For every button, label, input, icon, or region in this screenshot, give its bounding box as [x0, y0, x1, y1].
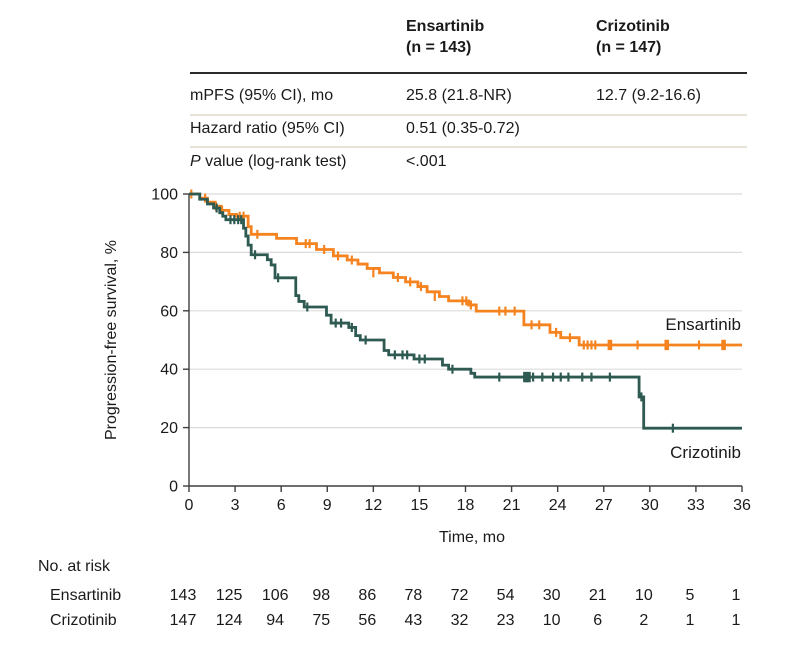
series-ensartinib-curve [189, 192, 742, 347]
risk-count-ensartinib-21: 54 [497, 587, 515, 604]
x-tick-label-15: 15 [411, 497, 429, 514]
x-tick-label-9: 9 [323, 497, 332, 514]
x-tick-label-24: 24 [549, 497, 567, 514]
stats-row-pvalue-ensartinib: <.001 [406, 153, 447, 170]
stats-col-header-crizotinib: Crizotinib (n = 147) [596, 16, 670, 58]
risk-table-title: No. at risk [38, 558, 111, 575]
risk-count-ensartinib-36: 1 [732, 587, 741, 604]
series-label-ensartinib: Ensartinib [665, 315, 741, 334]
y-tick-label-60: 60 [160, 303, 178, 320]
pvalue-italic-p: P [190, 153, 201, 170]
x-tick-label-0: 0 [185, 497, 194, 514]
stats-col-header-crizotinib-name: Crizotinib [596, 18, 670, 35]
y-tick-label-80: 80 [160, 245, 178, 262]
x-tick-label-33: 33 [687, 497, 705, 514]
stats-row-mpfs-crizotinib: 12.7 (9.2-16.6) [596, 87, 701, 104]
stats-col-header-ensartinib-n: (n = 143) [406, 39, 472, 56]
table-rule-header [190, 72, 747, 74]
risk-row-label-crizotinib: Crizotinib [50, 612, 117, 629]
risk-count-ensartinib-15: 78 [405, 587, 423, 604]
risk-count-crizotinib-27: 6 [593, 612, 602, 629]
risk-count-crizotinib-21: 23 [497, 612, 515, 629]
risk-count-crizotinib-15: 43 [405, 612, 423, 629]
x-tick-label-3: 3 [231, 497, 240, 514]
stats-row-pvalue-label: P value (log-rank test) [190, 152, 347, 172]
pvalue-label-rest: value (log-rank test) [200, 153, 347, 170]
risk-count-crizotinib-33: 1 [685, 612, 694, 629]
y-tick-label-0: 0 [169, 479, 178, 496]
risk-count-crizotinib-6: 94 [266, 612, 284, 629]
risk-count-crizotinib-36: 1 [732, 612, 741, 629]
stats-row-mpfs-ensartinib: 25.8 (21.8-NR) [406, 87, 512, 104]
risk-count-ensartinib-12: 86 [358, 587, 376, 604]
x-tick-label-30: 30 [641, 497, 659, 514]
risk-count-crizotinib-12: 56 [358, 612, 376, 629]
axis-lines [188, 194, 742, 487]
risk-count-crizotinib-9: 75 [312, 612, 330, 629]
risk-count-ensartinib-18: 72 [451, 587, 469, 604]
risk-count-ensartinib-30: 10 [635, 587, 653, 604]
risk-count-ensartinib-33: 5 [685, 587, 694, 604]
risk-count-ensartinib-3: 125 [216, 587, 243, 604]
risk-count-crizotinib-3: 124 [216, 612, 243, 629]
stats-col-header-crizotinib-n: (n = 147) [596, 39, 662, 56]
y-axis-title: Progression-free survival, % [103, 240, 120, 440]
table-rule-1 [190, 114, 747, 116]
x-tick-label-18: 18 [457, 497, 475, 514]
risk-count-ensartinib-27: 21 [589, 587, 607, 604]
series-label-crizotinib: Crizotinib [670, 443, 741, 462]
stats-row-hr-label: Hazard ratio (95% CI) [190, 120, 345, 137]
series-crizotinib-curve [189, 192, 742, 430]
stats-col-header-ensartinib-name: Ensartinib [406, 18, 485, 35]
risk-count-ensartinib-9: 98 [312, 587, 330, 604]
risk-count-crizotinib-24: 10 [543, 612, 561, 629]
x-tick-label-12: 12 [364, 497, 382, 514]
y-tick-label-20: 20 [160, 420, 178, 437]
table-rule-2 [190, 146, 747, 148]
stats-col-header-ensartinib: Ensartinib (n = 143) [406, 16, 484, 58]
x-tick-label-21: 21 [503, 497, 521, 514]
risk-row-label-ensartinib: Ensartinib [50, 587, 121, 604]
y-tick-label-100: 100 [151, 187, 178, 204]
x-tick-label-27: 27 [595, 497, 613, 514]
risk-count-ensartinib-24: 30 [543, 587, 561, 604]
stats-row-mpfs-label: mPFS (95% CI), mo [190, 87, 334, 104]
risk-count-crizotinib-18: 32 [451, 612, 469, 629]
risk-count-crizotinib-0: 147 [170, 612, 197, 629]
x-axis-title: Time, mo [439, 529, 505, 546]
risk-count-ensartinib-0: 143 [170, 587, 197, 604]
y-tick-label-40: 40 [160, 362, 178, 379]
x-tick-label-36: 36 [733, 497, 751, 514]
risk-count-crizotinib-30: 2 [639, 612, 648, 629]
stats-row-hr-ensartinib: 0.51 (0.35-0.72) [406, 120, 520, 137]
risk-count-ensartinib-6: 106 [262, 587, 289, 604]
x-tick-label-6: 6 [277, 497, 286, 514]
